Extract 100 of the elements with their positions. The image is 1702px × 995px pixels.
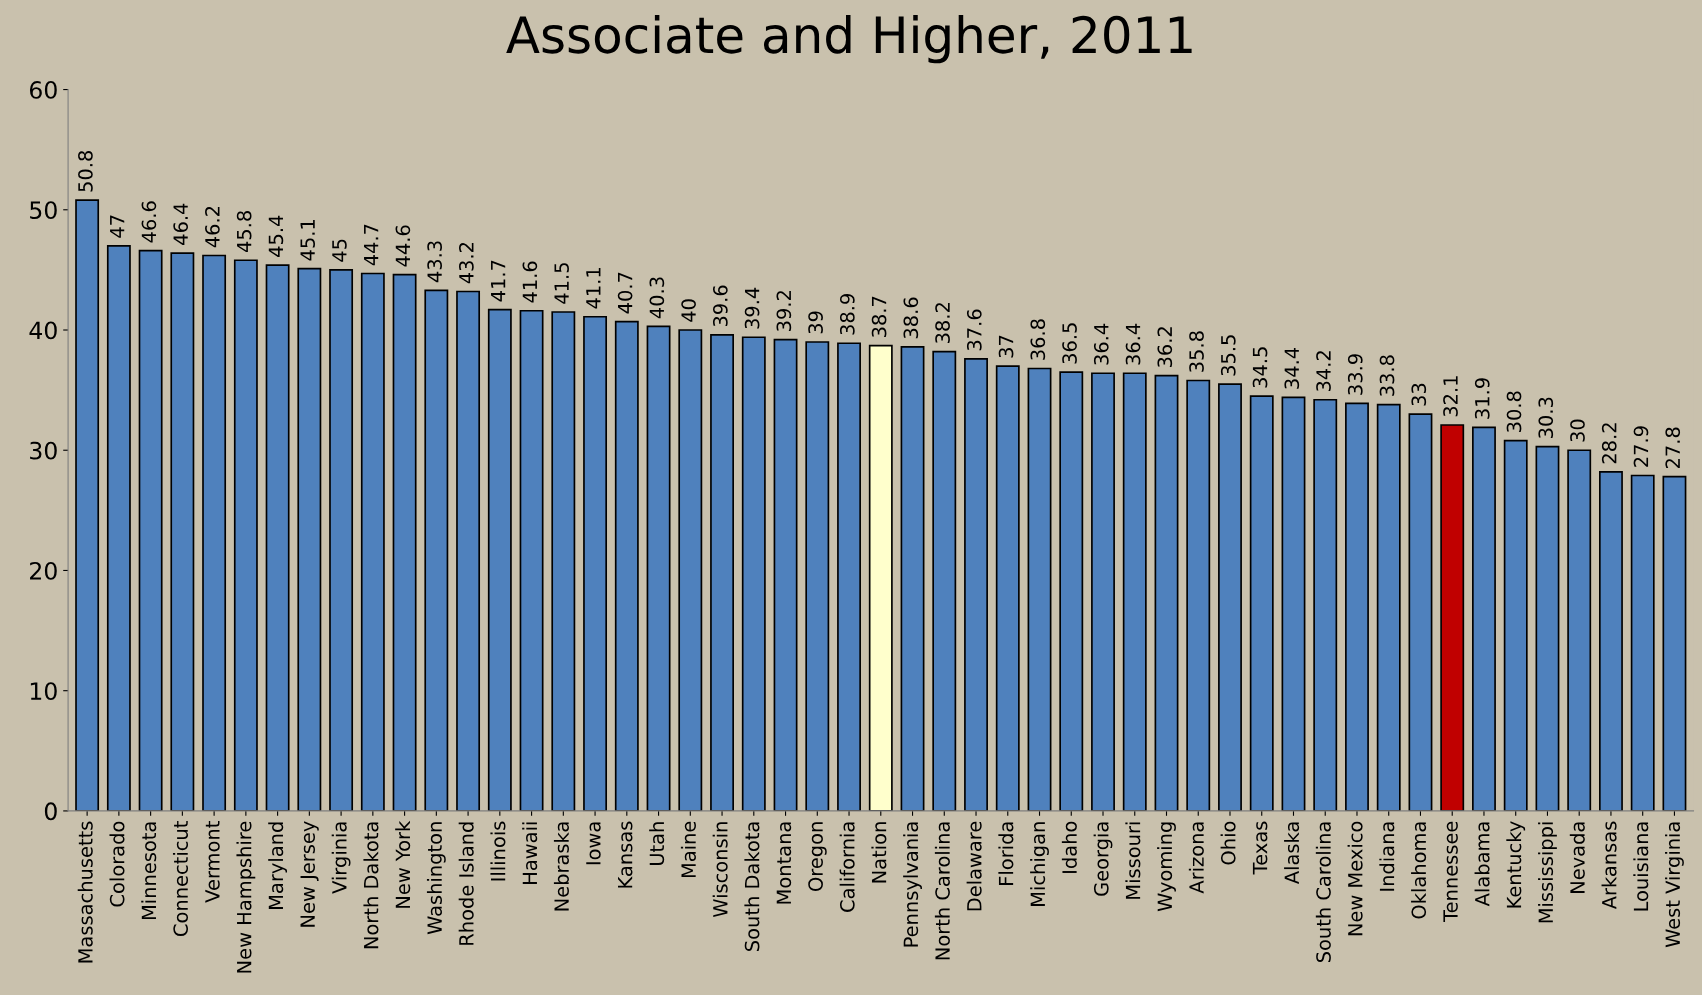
x-tick-label: South Carolina (1315, 822, 1331, 963)
x-tick-label: Virginia (331, 822, 351, 894)
bar (1503, 439, 1528, 811)
bar (710, 333, 734, 811)
data-label: 46.6 (141, 201, 157, 243)
bar (265, 264, 290, 811)
bar (995, 365, 1020, 811)
y-tick-label: 40 (29, 321, 57, 340)
bar (837, 342, 861, 811)
data-label: 32.1 (1443, 376, 1458, 417)
y-tick-label: 50 (30, 201, 57, 220)
bar (741, 336, 766, 811)
data-label: 39.4 (744, 287, 760, 329)
x-tick-label: Rhode Island (458, 822, 474, 945)
x-tick-label: Oklahoma (1411, 822, 1427, 919)
data-label: 36.8 (1030, 319, 1046, 360)
x-tick-label: Vermont (205, 821, 220, 903)
x-tick-label: Tennessee (1443, 821, 1458, 923)
x-tick-label: Nation (871, 822, 887, 883)
data-label: 41.6 (522, 261, 538, 303)
data-label: 43.3 (427, 241, 442, 283)
bar (519, 309, 544, 811)
y-tick-label: 20 (30, 561, 57, 580)
bar (1059, 371, 1084, 811)
data-label: 30.8 (1506, 391, 1522, 432)
bar (1472, 426, 1496, 811)
x-tick-label: Montana (776, 822, 792, 904)
y-tick-label: 10 (30, 682, 57, 700)
bar (360, 272, 385, 811)
x-tick-label: Colorado (109, 821, 125, 907)
x-tick-label: Arkansas (1601, 821, 1617, 910)
x-tick-label: Maine (680, 821, 696, 878)
x-tick-label: Hawaii (522, 822, 538, 884)
bar (138, 249, 163, 811)
x-tick-label: Texas (1252, 821, 1268, 875)
bar (1027, 367, 1052, 811)
x-tick-label: Maryland (268, 822, 288, 909)
x-tick-label: Minnesota (141, 822, 157, 920)
data-label: 27.8 (1665, 427, 1681, 469)
bar (1186, 379, 1211, 811)
x-tick-label: Utah (649, 822, 665, 866)
data-label: 50.8 (78, 150, 93, 192)
bar (932, 350, 957, 811)
x-tick-label: Indiana (1379, 822, 1395, 891)
data-label: 30.3 (1538, 397, 1554, 438)
bar (551, 311, 576, 811)
x-tick-label: Iowa (586, 822, 601, 865)
bar (646, 325, 671, 811)
x-tick-label: Mississippi (1538, 822, 1557, 923)
y-tick-label: 30 (30, 441, 57, 460)
bar (773, 338, 798, 811)
data-label: 34.2 (1316, 351, 1331, 392)
data-label: 34.4 (1284, 347, 1300, 389)
bar (1662, 475, 1687, 811)
bar (456, 290, 481, 811)
x-tick-label: Ohio (1220, 821, 1236, 865)
bar (1599, 471, 1623, 811)
x-tick-label: Illinois (490, 821, 506, 881)
data-label: 36.2 (1157, 327, 1173, 367)
x-tick-label: West Virginia (1665, 822, 1684, 948)
bar (297, 267, 322, 811)
data-label: 33 (1411, 383, 1427, 406)
bar (106, 245, 131, 811)
bar (1249, 395, 1274, 811)
x-tick-label: Oregon (808, 822, 827, 891)
data-label: 27.9 (1633, 426, 1649, 467)
data-label: 35.8 (1189, 331, 1204, 372)
data-label: 38.2 (935, 303, 950, 343)
bar (1313, 398, 1338, 811)
data-label: 43.2 (459, 242, 474, 284)
data-label: 31.9 (1474, 378, 1490, 419)
bar (868, 344, 893, 811)
x-tick-label: Kentucky (1506, 821, 1526, 908)
data-label: 38.7 (871, 296, 887, 337)
data-label: 45.1 (300, 219, 315, 261)
data-label: 34.5 (1252, 347, 1268, 388)
data-label: 40.3 (649, 277, 665, 319)
data-label: 37.6 (966, 309, 982, 351)
x-tick-label: Wisconsin (712, 822, 728, 918)
bar (1440, 424, 1465, 811)
bar (1281, 396, 1306, 811)
data-label: 37 (998, 335, 1014, 358)
bar (614, 320, 639, 811)
bar (1567, 449, 1592, 811)
data-label: 41.7 (491, 260, 506, 302)
bar (329, 269, 354, 811)
x-tick-label: Connecticut (172, 821, 189, 936)
bar (233, 259, 258, 811)
x-tick-label: New Hampshire (236, 821, 256, 973)
x-tick-label: Louisiana (1633, 822, 1649, 911)
data-label: 30 (1570, 419, 1585, 442)
x-tick-label: Massachusetts (77, 821, 93, 963)
data-label: 36.4 (1125, 323, 1141, 365)
bar (1345, 402, 1369, 811)
bar (1091, 372, 1115, 811)
data-label: 45.8 (236, 211, 252, 253)
bar (1408, 413, 1433, 811)
data-label: 44.6 (395, 225, 411, 267)
data-label: 45 (332, 239, 347, 262)
bar (1376, 403, 1401, 811)
